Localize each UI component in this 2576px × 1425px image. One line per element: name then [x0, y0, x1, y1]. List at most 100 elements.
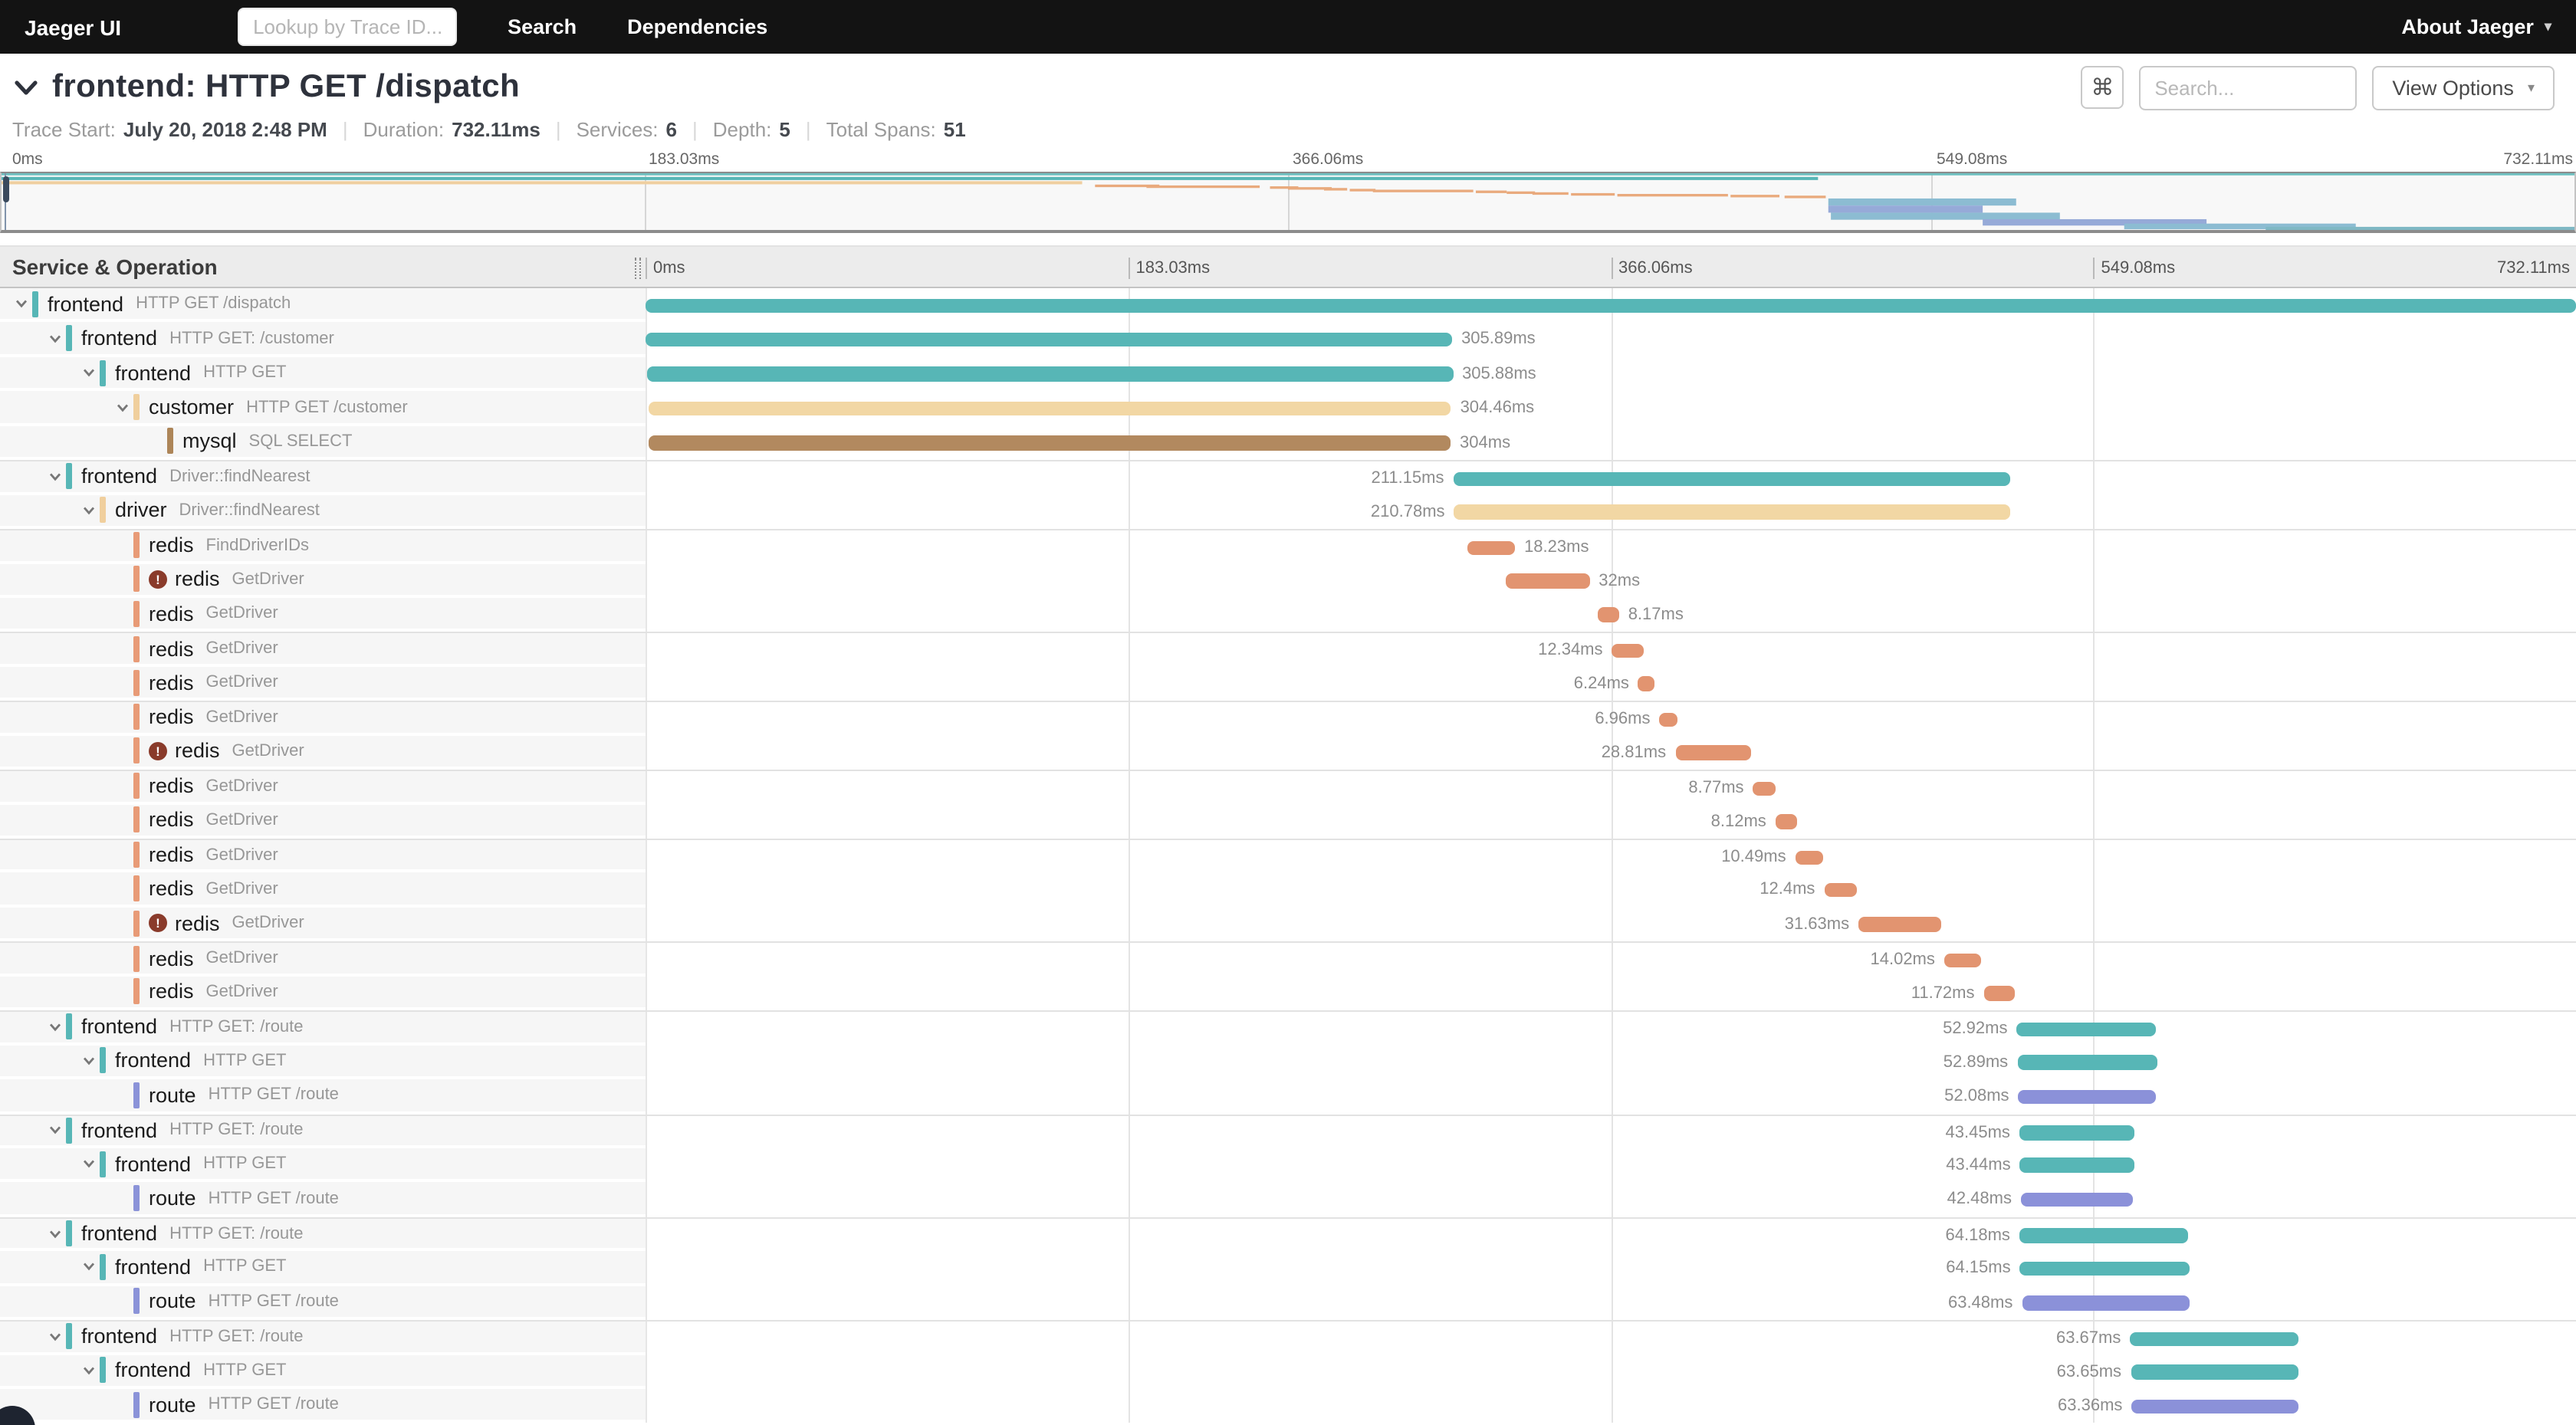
- span-bar[interactable]: [1454, 504, 2010, 520]
- span-name-cell[interactable]: redis GetDriver: [0, 771, 646, 805]
- span-name-cell[interactable]: frontend HTTP GET: /route: [0, 1322, 646, 1355]
- span-name-cell[interactable]: redis GetDriver: [0, 943, 646, 977]
- span-name-cell[interactable]: ! redis GetDriver: [0, 563, 646, 598]
- span-bar[interactable]: [2018, 1089, 2156, 1105]
- chevron-down-icon[interactable]: [77, 503, 100, 518]
- span-timeline-cell: 6.96ms: [646, 703, 2576, 736]
- span-name-cell[interactable]: redis GetDriver: [0, 872, 646, 908]
- chevron-down-icon[interactable]: [77, 1156, 100, 1171]
- span-name-cell[interactable]: redis GetDriver: [0, 597, 646, 632]
- column-divider[interactable]: [646, 288, 647, 1423]
- span-bar[interactable]: [2019, 1125, 2134, 1140]
- span-bar[interactable]: [1944, 953, 1982, 968]
- about-jaeger-menu[interactable]: About Jaeger ▾: [2401, 15, 2576, 38]
- span-name-cell[interactable]: frontend HTTP GET: [0, 1045, 646, 1080]
- chevron-down-icon[interactable]: [9, 296, 32, 311]
- span-bar[interactable]: [1597, 607, 1619, 622]
- span-name-cell[interactable]: frontend HTTP GET: [0, 1148, 646, 1183]
- span-bar[interactable]: [1824, 882, 1857, 898]
- span-name-cell[interactable]: frontend HTTP GET: /customer: [0, 322, 646, 357]
- keyboard-shortcuts-button[interactable]: ⌘: [2081, 66, 2124, 109]
- chevron-down-icon[interactable]: [43, 330, 66, 346]
- span-name-cell[interactable]: frontend HTTP GET /dispatch: [0, 288, 646, 323]
- span-bar[interactable]: [1638, 676, 1655, 691]
- span-bar[interactable]: [1612, 643, 1644, 658]
- span-bar[interactable]: [2020, 1192, 2134, 1207]
- span-bar[interactable]: [1795, 850, 1823, 865]
- minimap-canvas[interactable]: [0, 172, 2576, 233]
- span-name-cell[interactable]: frontend HTTP GET: /route: [0, 1218, 646, 1252]
- chevron-down-icon[interactable]: [77, 1363, 100, 1378]
- service-operation-header[interactable]: Service & Operation: [0, 247, 646, 287]
- span-name-cell[interactable]: redis GetDriver: [0, 633, 646, 667]
- chevron-down-icon[interactable]: [110, 399, 133, 415]
- nav-link-dependencies[interactable]: Dependencies: [627, 15, 768, 38]
- minimap-scrubber-handle[interactable]: [3, 176, 9, 202]
- span-name-cell[interactable]: route HTTP GET /route: [0, 1389, 646, 1423]
- span-name-cell[interactable]: route HTTP GET /route: [0, 1182, 646, 1217]
- span-name-cell[interactable]: frontend Driver::findNearest: [0, 461, 646, 495]
- span-name-cell[interactable]: driver Driver::findNearest: [0, 494, 646, 530]
- span-name-cell[interactable]: redis GetDriver: [0, 804, 646, 839]
- span-name-cell[interactable]: route HTTP GET /route: [0, 1079, 646, 1114]
- chevron-down-icon[interactable]: [43, 1226, 66, 1241]
- chevron-down-icon[interactable]: [43, 1019, 66, 1035]
- span-bar[interactable]: [1453, 471, 2010, 487]
- chevron-down-icon[interactable]: [77, 1053, 100, 1069]
- span-bar[interactable]: [1675, 745, 1752, 760]
- chevron-down-icon[interactable]: [77, 1259, 100, 1275]
- span-name-cell[interactable]: frontend HTTP GET: [0, 1251, 646, 1286]
- column-resize-grip[interactable]: [635, 258, 641, 279]
- span-name-cell[interactable]: frontend HTTP GET: /route: [0, 1115, 646, 1148]
- span-name-cell[interactable]: redis GetDriver: [0, 666, 646, 701]
- span-bar[interactable]: [2022, 1295, 2190, 1311]
- span-bar[interactable]: [2019, 1261, 2190, 1276]
- service-name: redis: [149, 877, 194, 901]
- span-bar[interactable]: [648, 401, 1451, 416]
- nav-link-search[interactable]: Search: [508, 15, 577, 38]
- span-timeline-cell: 63.65ms: [646, 1354, 2576, 1389]
- span-name-cell[interactable]: mysql SQL SELECT: [0, 425, 646, 461]
- span-bar[interactable]: [1858, 917, 1942, 932]
- chevron-down-icon[interactable]: [77, 365, 100, 380]
- span-bar[interactable]: [646, 298, 2576, 313]
- span-name-cell[interactable]: frontend HTTP GET: /route: [0, 1012, 646, 1046]
- trace-id-lookup-input[interactable]: [238, 8, 458, 46]
- span-name-cell[interactable]: redis GetDriver: [0, 702, 646, 736]
- span-bar[interactable]: [2019, 1228, 2189, 1243]
- span-bar[interactable]: [1467, 540, 1516, 556]
- span-bar[interactable]: [1753, 781, 1776, 796]
- view-options-button[interactable]: View Options ▾: [2372, 65, 2555, 110]
- span-name-cell[interactable]: redis FindDriverIDs: [0, 530, 646, 563]
- span-name-cell[interactable]: customer HTTP GET /customer: [0, 391, 646, 426]
- service-name: redis: [149, 843, 194, 867]
- chevron-down-icon[interactable]: [43, 469, 66, 484]
- span-name-cell[interactable]: route HTTP GET /route: [0, 1285, 646, 1321]
- span-bar[interactable]: [2130, 1331, 2298, 1347]
- trace-search-input[interactable]: [2139, 65, 2358, 110]
- span-bar[interactable]: [2131, 1364, 2298, 1380]
- app-logo[interactable]: Jaeger UI: [25, 15, 122, 39]
- span-bar[interactable]: [649, 435, 1451, 451]
- span-name-cell[interactable]: ! redis GetDriver: [0, 907, 646, 942]
- span-name-cell[interactable]: frontend HTTP GET: [0, 356, 646, 392]
- span-bar[interactable]: [2017, 1055, 2157, 1070]
- trace-title[interactable]: frontend: HTTP GET /dispatch: [52, 69, 521, 104]
- span-bar[interactable]: [1775, 814, 1797, 829]
- service-color-chip: [133, 910, 140, 937]
- chevron-down-icon[interactable]: [43, 1122, 66, 1138]
- span-name-cell[interactable]: ! redis GetDriver: [0, 735, 646, 770]
- span-name-cell[interactable]: redis GetDriver: [0, 976, 646, 1011]
- chevron-down-icon[interactable]: [43, 1329, 66, 1345]
- span-bar[interactable]: [1659, 712, 1678, 727]
- span-bar[interactable]: [646, 332, 1453, 347]
- span-bar[interactable]: [1505, 573, 1590, 588]
- span-name-cell[interactable]: frontend HTTP GET: [0, 1354, 646, 1389]
- collapse-trace-chevron-icon[interactable]: [12, 74, 40, 101]
- span-name-cell[interactable]: redis GetDriver: [0, 840, 646, 873]
- span-bar[interactable]: [2131, 1399, 2299, 1414]
- span-bar[interactable]: [2019, 1157, 2134, 1173]
- span-bar[interactable]: [1983, 986, 2015, 1001]
- span-bar[interactable]: [2016, 1022, 2157, 1037]
- span-bar[interactable]: [646, 366, 1454, 382]
